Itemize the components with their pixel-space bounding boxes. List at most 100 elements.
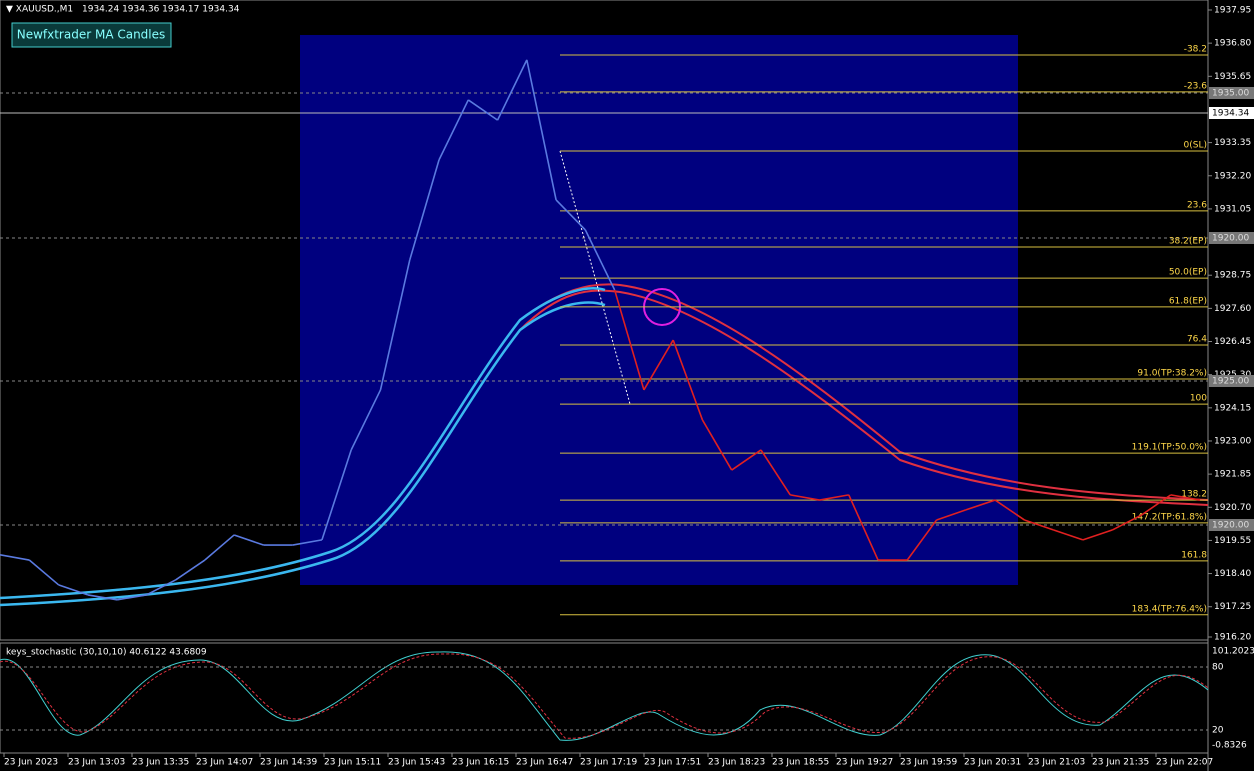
time-label: 23 Jun 19:59 — [900, 758, 957, 768]
price-segment — [1053, 529, 1084, 541]
price-label: 1920.70 — [1214, 503, 1251, 513]
fib-label: 76.4 — [1187, 334, 1207, 344]
indicator-pane — [0, 642, 1209, 754]
time-label: 23 Jun 18:23 — [708, 758, 765, 768]
button-label[interactable]: Newfxtrader MA Candles — [17, 28, 166, 42]
price-segment — [701, 419, 733, 471]
price-segment — [965, 499, 996, 511]
indicator-axis-label: -0.8326 — [1212, 741, 1247, 751]
price-segment — [28, 559, 60, 586]
price-segment — [58, 584, 89, 596]
price-segment — [1082, 529, 1113, 541]
price-segment — [643, 339, 674, 391]
price-segment — [204, 534, 235, 561]
price-segment — [819, 494, 849, 501]
time-label: 23 Jun 17:19 — [580, 758, 637, 768]
price-label: 1917.25 — [1214, 602, 1251, 612]
fib-label: 183.4(TP:76.4%) — [1132, 604, 1207, 614]
price-label: 1928.75 — [1214, 271, 1251, 281]
indicator-axis-label: 20 — [1212, 726, 1224, 736]
time-label: 23 Jun 21:03 — [1028, 758, 1085, 768]
fib-label: 23.6 — [1187, 200, 1207, 210]
time-label: 23 Jun 14:39 — [260, 758, 317, 768]
price-marker-label: 1935.00 — [1212, 89, 1249, 99]
fib-label: 100 — [1190, 394, 1207, 404]
price-segment — [467, 99, 499, 121]
price-segment — [1024, 519, 1054, 531]
price-segment — [321, 449, 352, 541]
fib-label: 50.0(EP) — [1169, 268, 1207, 278]
time-label: 23 Jun 22:07 — [1156, 758, 1213, 768]
price-label: 1935.65 — [1214, 72, 1251, 82]
price-segment — [555, 199, 586, 231]
time-label: 23 Jun 16:47 — [516, 758, 573, 768]
fib-label: 0(SL) — [1184, 140, 1207, 150]
indicator-label: keys_stochastic (30,10,10) 40.6122 43.68… — [6, 648, 207, 658]
time-label: 23 Jun 18:55 — [772, 758, 829, 768]
price-segment — [1111, 514, 1142, 531]
price-segment — [994, 499, 1025, 521]
price-label: 1926.45 — [1214, 337, 1251, 347]
price-marker-label: 1925.00 — [1212, 377, 1249, 387]
price-segment — [116, 594, 147, 601]
price-segment — [906, 519, 938, 561]
price-label: 1931.05 — [1214, 204, 1251, 214]
price-marker — [1209, 519, 1254, 531]
price-segment — [175, 559, 206, 581]
price-segment — [292, 539, 323, 546]
price-marker — [1209, 375, 1254, 387]
fib-label: 138.2 — [1181, 490, 1207, 500]
price-segment — [145, 579, 176, 596]
price-marker — [1209, 87, 1254, 99]
price-segment — [936, 509, 967, 521]
price-marker-label: 1934.34 — [1212, 109, 1249, 119]
price-segment — [848, 494, 879, 561]
price-label: 1937.95 — [1214, 6, 1251, 16]
price-label: 1916.20 — [1214, 633, 1251, 643]
fib-label: 161.8 — [1181, 550, 1207, 560]
price-segment — [496, 59, 528, 121]
price-label: 1924.15 — [1214, 403, 1251, 413]
price-marker-label: 1920.00 — [1212, 521, 1249, 531]
price-label: 1919.55 — [1214, 536, 1251, 546]
price-segment — [790, 494, 820, 501]
price-label: 1923.00 — [1214, 436, 1251, 446]
time-label: 23 Jun 19:27 — [836, 758, 893, 768]
price-segment — [672, 339, 704, 421]
price-segment — [350, 389, 382, 451]
time-label: 23 Jun 21:35 — [1092, 758, 1149, 768]
price-segment — [760, 449, 791, 496]
price-segment — [379, 259, 411, 391]
price-segment — [438, 99, 470, 161]
time-label: 23 Jun 13:35 — [132, 758, 189, 768]
price-label: 1932.20 — [1214, 171, 1251, 181]
indicator-axis-label: 80 — [1212, 663, 1224, 673]
indicator-axis-label: 101.2023 — [1212, 647, 1254, 657]
price-label: 1921.85 — [1214, 470, 1251, 480]
fib-label: -23.6 — [1184, 81, 1208, 91]
session-box — [300, 35, 1018, 585]
indicator-button[interactable] — [11, 22, 172, 48]
fib-label: 38.2(EP) — [1169, 236, 1207, 246]
time-label: 23 Jun 15:11 — [324, 758, 381, 768]
stoch-main — [0, 651, 1209, 741]
price-segment — [731, 449, 762, 471]
time-label: 23 Jun 16:15 — [452, 758, 509, 768]
price-segment — [1170, 494, 1201, 501]
price-segment — [613, 289, 645, 391]
price-segment — [408, 159, 440, 261]
price-label: 1936.80 — [1214, 39, 1251, 49]
ma-band — [0, 301, 606, 607]
fib-label: 119.1(TP:50.0%) — [1132, 443, 1207, 453]
price-marker — [1209, 107, 1254, 119]
price-label: 1933.35 — [1214, 138, 1251, 148]
stoch-signal — [0, 653, 1209, 739]
price-segment — [526, 59, 557, 201]
time-label: 23 Jun 20:31 — [964, 758, 1021, 768]
price-segment — [0, 554, 30, 561]
fib-label: -38.2 — [1184, 44, 1207, 54]
time-label: 23 Jun 2023 — [4, 758, 58, 768]
price-label: 1918.40 — [1214, 569, 1251, 579]
fib-label: 147.2(TP:61.8%) — [1132, 512, 1207, 522]
